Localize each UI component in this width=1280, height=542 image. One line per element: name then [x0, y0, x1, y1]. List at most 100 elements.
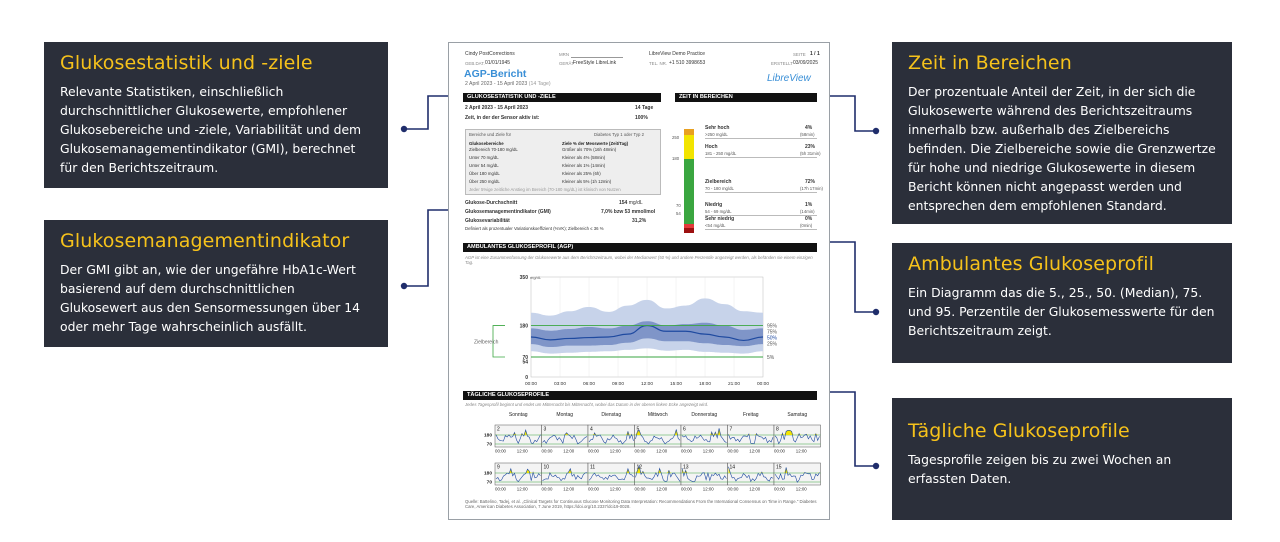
daily-x-tick: 00:00 — [774, 449, 786, 454]
daily-profile-cell: 6 00:00 12:00 — [680, 424, 728, 454]
agp-y-unit: mg/dL — [530, 275, 542, 280]
daily-profile-cell: 15 00:00 12:00 — [773, 462, 821, 492]
agp-x-tick: 15:00 — [670, 381, 682, 387]
agp-band-25-75 — [531, 321, 763, 347]
daily-x-tick: 00:00 — [495, 487, 507, 492]
daily-profile-cell: 8 00:00 12:00 — [773, 424, 821, 454]
tir-row-range: <54 mg/dL — [705, 223, 726, 228]
daily-profile-cell: 10 00:00 12:00 — [541, 462, 589, 492]
daily-date-label: 10 — [544, 465, 550, 471]
daily-x-tick: 12:00 — [563, 449, 575, 454]
agp-y-tick: 350 — [520, 275, 529, 281]
weekday-label: Montag — [556, 412, 573, 418]
tir-row-leader — [705, 215, 817, 216]
daily-y-tick: 70 — [487, 480, 493, 486]
targets-type: Diabetes Typ 1 oder Typ 2 — [594, 132, 645, 137]
agp-y-tick: 54 — [522, 359, 528, 365]
agp-percentile-label: 75% — [767, 329, 778, 335]
targets-note: Jeder 5%ige zeitliche Anstieg im Bereich… — [469, 187, 621, 192]
daily-date-label: 2 — [497, 427, 500, 433]
tir-row-time: (17h 17min) — [800, 186, 823, 191]
page-label: SEITE — [793, 52, 806, 57]
callout-body: Relevante Statistiken, einschließlich du… — [60, 84, 362, 175]
daily-date-label: 12 — [637, 465, 643, 471]
agp-report-document: Cindy PostCorrections MRN LibreView Demo… — [448, 42, 830, 520]
stats-section-header: GLUKOSESTATISTIK UND -ZIELE — [463, 93, 661, 102]
callout-title: Glukosemanagementindikator — [60, 230, 350, 252]
target-range: Über 250 mg/dL — [469, 179, 500, 184]
daily-x-tick: 12:00 — [656, 487, 668, 492]
daily-profile-cell: 13 00:00 12:00 — [680, 462, 728, 492]
tir-row-leader — [705, 138, 817, 139]
agp-percentile-label: 25% — [767, 341, 778, 347]
target-range: Über 180 mg/dL — [469, 171, 500, 176]
targets-col1: Glukosebereiche — [469, 141, 504, 146]
daily-x-tick: 00:00 — [728, 487, 740, 492]
daily-x-tick: 00:00 — [495, 449, 507, 454]
tir-row-pct: 23% — [805, 144, 816, 150]
weekday-label: Dienstag — [601, 412, 621, 418]
daily-profile-cell: 3 00:00 12:00 — [541, 424, 589, 454]
tir-row-leader — [705, 229, 817, 230]
daily-x-tick: 00:00 — [635, 487, 647, 492]
tir-row-range: 70 - 180 mg/dL — [705, 186, 734, 191]
tir-segment — [684, 223, 694, 228]
target-goal: Kleiner als 1% (14min) — [562, 163, 606, 168]
tir-row-name: Sehr hoch — [705, 125, 730, 131]
agp-x-tick: 03:00 — [554, 381, 566, 387]
tir-tick: 250 — [672, 135, 680, 140]
report-subtitle: 2 April 2023 - 15 April 2023 (14 Tage) — [465, 81, 551, 87]
target-goal: Kleiner als 25% (6h) — [562, 171, 601, 176]
report-title: AGP-Bericht — [464, 68, 527, 80]
daily-y-tick: 180 — [484, 471, 492, 477]
tir-row-name: Niedrig — [705, 202, 723, 208]
daily-date-label: 13 — [683, 465, 689, 471]
tir-row-pct: 1% — [805, 202, 813, 208]
tir-row-pct: 72% — [805, 179, 816, 185]
daily-profile-cell: 7 00:00 12:00 — [727, 424, 775, 454]
daily-section-header: TÄGLICHE GLUKOSEPROFILE — [463, 391, 817, 400]
daily-date-label: 9 — [497, 465, 500, 471]
target-goal: Kleiner als 4% (58min) — [562, 155, 606, 160]
agp-target-label: Zielbereich — [474, 339, 499, 345]
tir-row-pct: 0% — [805, 216, 813, 222]
weekday-label: Samstag — [787, 412, 807, 418]
practice-name: LibreView Demo Practice — [649, 51, 706, 57]
daily-profile-cell: 5 00:00 12:00 — [634, 424, 682, 454]
daily-profile-cell: 12 00:00 12:00 — [634, 462, 682, 492]
agp-x-tick: 18:00 — [699, 381, 711, 387]
callout-glucose-stats: Glukosestatistik und -ziele Relevante St… — [44, 42, 388, 188]
libreview-logo: LibreView — [767, 73, 811, 84]
tir-stacked-bar — [684, 129, 694, 233]
agp-y-tick: 0 — [525, 375, 528, 381]
tir-row-time: (58min) — [800, 132, 815, 137]
targets-col2: Ziele % der Messwerte (Zeit/Tag) — [562, 141, 629, 146]
daily-date-label: 8 — [776, 427, 779, 433]
daily-x-tick: 00:00 — [588, 487, 600, 492]
sensor-active-label: Zeit, in der der Sensor aktiv ist: — [465, 115, 540, 121]
target-range: Zielbereich 70-180 mg/dL — [469, 147, 518, 152]
tir-row-name: Sehr niedrig — [705, 216, 735, 222]
target-range: Unter 54 mg/dL — [469, 163, 499, 168]
tir-row-time: (5h 31min) — [800, 151, 821, 156]
tel-label: TEL. NR. — [649, 61, 668, 66]
gmi-value: 7,0% bzw 53 mmol/mol — [601, 209, 656, 215]
tir-tick: 70 — [676, 203, 681, 208]
tir-row-leader — [705, 157, 817, 158]
callout-daily-profiles: Tägliche Glukoseprofile Tagesprofile zei… — [892, 398, 1232, 520]
daily-x-tick: 12:00 — [517, 487, 529, 492]
daily-description: Jedes Tagesprofil beginnt und endet um M… — [465, 402, 709, 407]
tir-row-name: Hoch — [705, 144, 718, 150]
tir-row-pct: 4% — [805, 125, 813, 131]
variability-value: 31,2% — [632, 218, 647, 224]
daily-x-tick: 12:00 — [517, 449, 529, 454]
tir-row-time: (14min) — [800, 209, 815, 214]
daily-x-tick: 12:00 — [610, 449, 622, 454]
date-range: 2 April 2023 - 15 April 2023 — [465, 105, 528, 111]
callout-title: Zeit in Bereichen — [908, 52, 1072, 74]
patient-name: Cindy PostCorrections — [465, 51, 515, 57]
device-label: GERÄT — [559, 61, 575, 66]
tir-row-range: 181 - 250 mg/dL — [705, 151, 737, 156]
daily-profile-cell: 4 00:00 12:00 — [587, 424, 635, 454]
